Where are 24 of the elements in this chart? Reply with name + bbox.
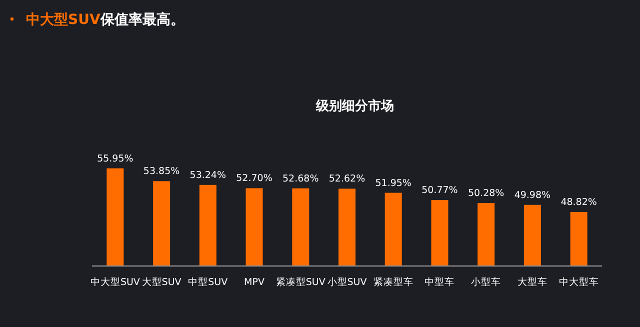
x-tick-label: 小型车 — [471, 276, 502, 288]
data-label: 53.85% — [143, 166, 180, 178]
data-label: 48.82% — [560, 196, 597, 208]
data-label: 50.28% — [468, 188, 504, 200]
x-tick-label: 大型SUV — [142, 276, 182, 288]
x-tick-label: 紧凑型车 — [373, 276, 414, 288]
data-label: 55.95% — [97, 153, 134, 164]
x-tick-label: 中大型车 — [558, 276, 599, 288]
x-tick-label: MPV — [244, 277, 265, 288]
data-label: 52.68% — [282, 173, 319, 184]
x-tick-label: 大型车 — [517, 276, 548, 288]
data-label: 52.62% — [328, 174, 366, 185]
text: 中大型SUV保值率最高。 — [26, 11, 184, 28]
data-label: 49.98% — [514, 190, 551, 201]
data-label: 50.77% — [422, 185, 458, 196]
data-label: 53.24% — [190, 170, 226, 181]
x-tick-label: 中型SUV — [188, 276, 228, 288]
x-tick-label: 紧凑型SUV — [276, 276, 326, 288]
x-tick-label: 中型车 — [424, 276, 455, 288]
x-tick-label: 小型SUV — [327, 276, 368, 288]
data-label: 51.95% — [375, 178, 412, 189]
chart-title: 级别细分市场 — [315, 98, 394, 114]
data-label: 52.70% — [236, 173, 272, 184]
x-tick-label: 中大型SUV — [90, 276, 140, 288]
